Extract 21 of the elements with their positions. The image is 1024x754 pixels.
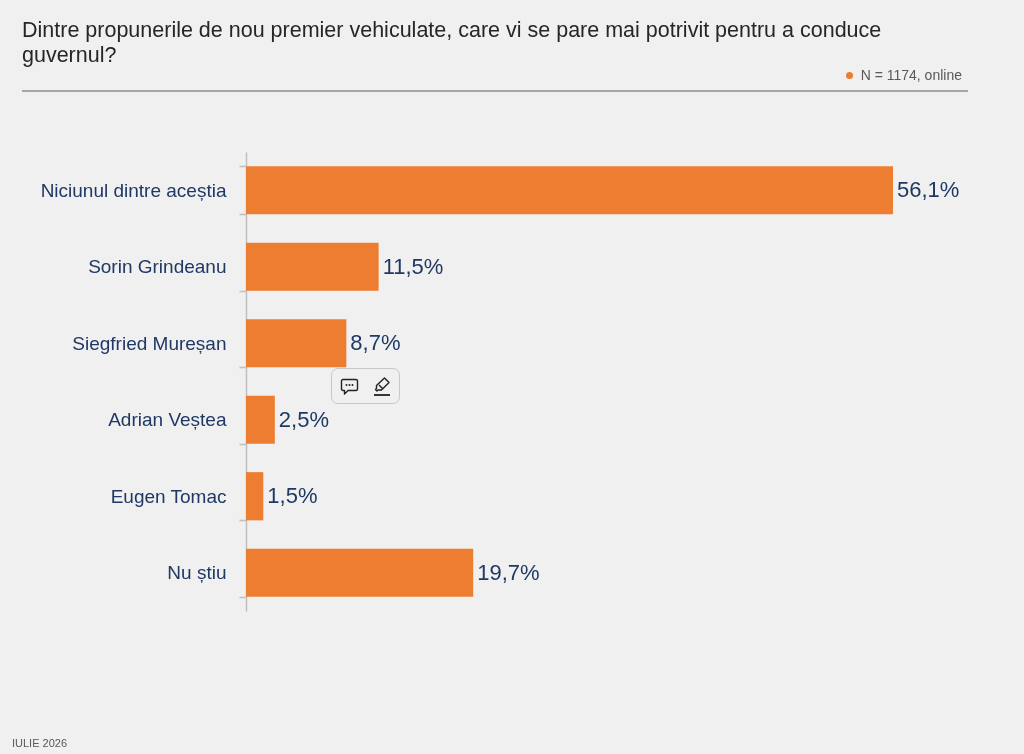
bar — [246, 395, 275, 444]
bar — [246, 472, 264, 521]
data-label: 11,5% — [382, 253, 444, 279]
text: IULIE 2026 — [12, 737, 68, 749]
data-label: 19,7% — [477, 559, 540, 585]
bar — [246, 166, 893, 215]
y-tick-label: Adrian Veștea — [108, 409, 227, 431]
data-label: 2,5% — [278, 406, 329, 432]
y-tick-label: Sorin Grindeanu — [88, 256, 227, 278]
data-label: 56,1% — [897, 177, 960, 203]
y-tick-label: Niciunul dintre aceștia — [40, 179, 227, 201]
chart-subtitle: N = 1174, online — [860, 67, 962, 83]
bar — [246, 548, 474, 597]
chart-title: Dintre propunerile de nou premier vehiculate, care vi se pare mai potrivit pentru a conduce guvernul? — [22, 18, 883, 68]
bar — [246, 319, 347, 368]
y-tick-label: Nu știu — [167, 562, 227, 584]
data-label: 8,7% — [350, 330, 401, 356]
bar — [246, 242, 379, 291]
y-tick-label: Eugen Tomac — [110, 485, 227, 507]
data-label: 1,5% — [267, 483, 318, 509]
y-tick-label: Siegfried Mureșan — [72, 332, 227, 354]
